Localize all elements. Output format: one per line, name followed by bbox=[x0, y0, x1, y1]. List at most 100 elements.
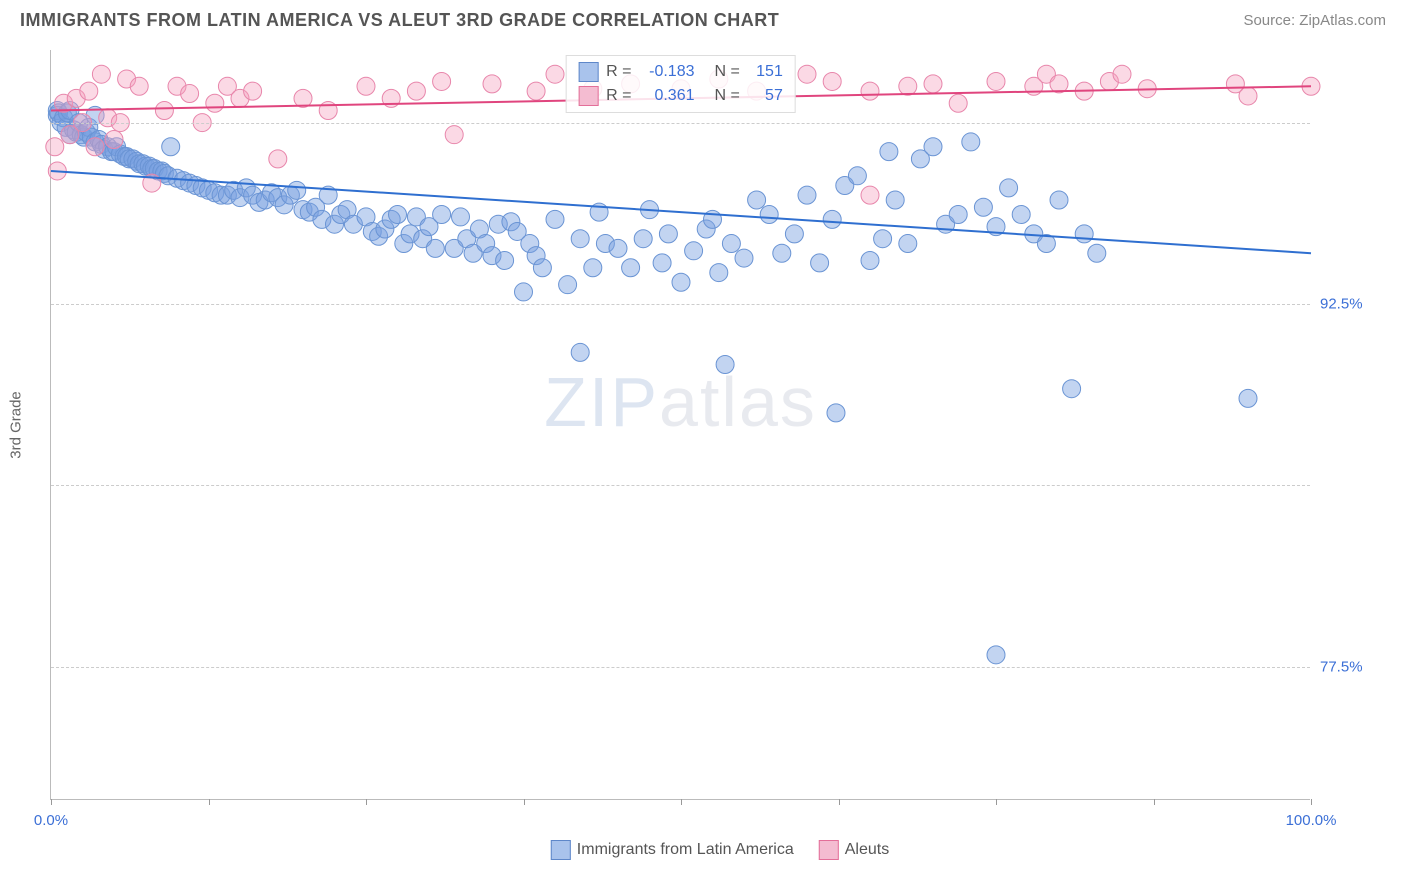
scatter-point bbox=[546, 210, 564, 228]
x-tick bbox=[996, 799, 997, 805]
scatter-point bbox=[827, 404, 845, 422]
legend-item: Aleuts bbox=[819, 840, 889, 860]
scatter-point bbox=[949, 206, 967, 224]
scatter-point bbox=[798, 65, 816, 83]
scatter-point bbox=[483, 75, 501, 93]
scatter-point bbox=[1075, 225, 1093, 243]
stats-N-value: 151 bbox=[748, 60, 783, 84]
scatter-point bbox=[206, 94, 224, 112]
scatter-point bbox=[155, 101, 173, 119]
scatter-point bbox=[1000, 179, 1018, 197]
stats-swatch bbox=[578, 86, 598, 106]
scatter-point bbox=[533, 259, 551, 277]
scatter-point bbox=[1113, 65, 1131, 83]
gridline-h bbox=[51, 667, 1310, 668]
scatter-point bbox=[924, 75, 942, 93]
scatter-point bbox=[571, 230, 589, 248]
scatter-point bbox=[86, 138, 104, 156]
scatter-point bbox=[962, 133, 980, 151]
plot-svg bbox=[51, 50, 1310, 799]
scatter-point bbox=[244, 82, 262, 100]
legend-bottom: Immigrants from Latin America Aleuts bbox=[551, 840, 889, 860]
scatter-point bbox=[357, 77, 375, 95]
scatter-point bbox=[685, 242, 703, 260]
scatter-point bbox=[785, 225, 803, 243]
plot-area: 3rd Grade ZIPatlas R =-0.183N =151R =0.3… bbox=[50, 50, 1310, 800]
scatter-point bbox=[899, 77, 917, 95]
legend-item: Immigrants from Latin America bbox=[551, 840, 794, 860]
scatter-point bbox=[559, 276, 577, 294]
scatter-point bbox=[653, 254, 671, 272]
x-tick bbox=[51, 799, 52, 805]
gridline-h bbox=[51, 304, 1310, 305]
scatter-point bbox=[609, 239, 627, 257]
trend-line bbox=[51, 171, 1311, 253]
scatter-point bbox=[823, 72, 841, 90]
scatter-point bbox=[288, 181, 306, 199]
scatter-point bbox=[527, 82, 545, 100]
scatter-point bbox=[46, 138, 64, 156]
chart-title: IMMIGRANTS FROM LATIN AMERICA VS ALEUT 3… bbox=[20, 10, 779, 31]
x-tick bbox=[1311, 799, 1312, 805]
x-tick bbox=[366, 799, 367, 805]
scatter-point bbox=[433, 72, 451, 90]
chart-source: Source: ZipAtlas.com bbox=[1243, 12, 1386, 29]
y-tick-label: 92.5% bbox=[1320, 296, 1380, 313]
scatter-point bbox=[861, 251, 879, 269]
scatter-point bbox=[105, 131, 123, 149]
scatter-point bbox=[760, 206, 778, 224]
scatter-point bbox=[949, 94, 967, 112]
scatter-point bbox=[710, 264, 728, 282]
scatter-point bbox=[426, 239, 444, 257]
scatter-point bbox=[445, 126, 463, 144]
scatter-point bbox=[659, 225, 677, 243]
x-tick bbox=[524, 799, 525, 805]
scatter-point bbox=[886, 191, 904, 209]
y-tick-label: 77.5% bbox=[1320, 658, 1380, 675]
scatter-point bbox=[987, 72, 1005, 90]
stats-R-label: R = bbox=[606, 84, 631, 108]
scatter-point bbox=[811, 254, 829, 272]
scatter-point bbox=[823, 210, 841, 228]
scatter-point bbox=[861, 82, 879, 100]
stats-R-label: R = bbox=[606, 60, 631, 84]
scatter-point bbox=[1088, 244, 1106, 262]
scatter-point bbox=[1050, 191, 1068, 209]
y-axis-label: 3rd Grade bbox=[8, 391, 25, 459]
scatter-point bbox=[571, 343, 589, 361]
scatter-point bbox=[130, 77, 148, 95]
scatter-point bbox=[162, 138, 180, 156]
stats-R-value: 0.361 bbox=[640, 84, 695, 108]
scatter-point bbox=[546, 65, 564, 83]
scatter-point bbox=[1239, 389, 1257, 407]
gridline-h bbox=[51, 123, 1310, 124]
scatter-point bbox=[672, 273, 690, 291]
legend-label: Aleuts bbox=[845, 841, 889, 858]
scatter-point bbox=[735, 249, 753, 267]
scatter-point bbox=[269, 150, 287, 168]
scatter-point bbox=[880, 143, 898, 161]
scatter-point bbox=[798, 186, 816, 204]
stats-N-label: N = bbox=[715, 84, 740, 108]
scatter-point bbox=[634, 230, 652, 248]
x-tick-label: 100.0% bbox=[1286, 812, 1337, 829]
scatter-point bbox=[92, 65, 110, 83]
scatter-point bbox=[773, 244, 791, 262]
chart-container: 3rd Grade ZIPatlas R =-0.183N =151R =0.3… bbox=[50, 50, 1390, 830]
scatter-point bbox=[848, 167, 866, 185]
scatter-point bbox=[1063, 380, 1081, 398]
scatter-point bbox=[496, 251, 514, 269]
x-tick bbox=[1154, 799, 1155, 805]
stats-R-value: -0.183 bbox=[640, 60, 695, 84]
scatter-point bbox=[389, 206, 407, 224]
scatter-point bbox=[874, 230, 892, 248]
stats-box: R =-0.183N =151R =0.361N =57 bbox=[565, 55, 796, 113]
scatter-point bbox=[974, 198, 992, 216]
stats-swatch bbox=[578, 62, 598, 82]
stats-N-label: N = bbox=[715, 60, 740, 84]
scatter-point bbox=[987, 646, 1005, 664]
x-tick bbox=[681, 799, 682, 805]
scatter-point bbox=[515, 283, 533, 301]
scatter-point bbox=[924, 138, 942, 156]
scatter-point bbox=[622, 259, 640, 277]
